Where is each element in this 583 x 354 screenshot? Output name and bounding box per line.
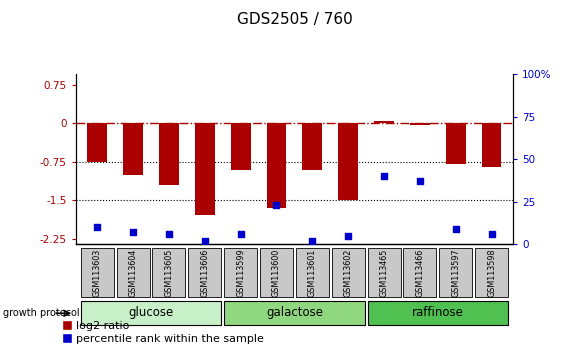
Bar bbox=[195, 123, 215, 215]
Text: GSM113602: GSM113602 bbox=[343, 249, 353, 297]
Text: GSM113604: GSM113604 bbox=[129, 249, 138, 297]
Bar bbox=[260, 248, 293, 297]
Text: GSM113601: GSM113601 bbox=[308, 249, 317, 297]
Bar bbox=[475, 248, 508, 297]
Text: glucose: glucose bbox=[128, 306, 174, 319]
Bar bbox=[332, 248, 364, 297]
Text: galactose: galactose bbox=[266, 306, 323, 319]
Point bbox=[93, 224, 102, 230]
Text: GSM113597: GSM113597 bbox=[451, 248, 460, 297]
Bar bbox=[266, 123, 286, 208]
Text: GSM113605: GSM113605 bbox=[164, 249, 174, 297]
Bar bbox=[153, 248, 185, 297]
Text: raffinose: raffinose bbox=[412, 306, 463, 319]
Text: GDS2505 / 760: GDS2505 / 760 bbox=[237, 12, 352, 27]
Point bbox=[128, 229, 138, 235]
Text: growth protocol: growth protocol bbox=[3, 308, 79, 318]
Bar bbox=[338, 123, 358, 200]
Bar bbox=[410, 123, 430, 125]
Point bbox=[200, 238, 209, 244]
Legend: log2 ratio, percentile rank within the sample: log2 ratio, percentile rank within the s… bbox=[58, 316, 268, 348]
Text: GSM113600: GSM113600 bbox=[272, 249, 281, 297]
Bar bbox=[117, 248, 150, 297]
Point bbox=[487, 231, 496, 237]
Bar bbox=[159, 123, 179, 185]
Point bbox=[415, 178, 424, 184]
Point bbox=[272, 202, 281, 208]
Text: GSM113598: GSM113598 bbox=[487, 248, 496, 297]
Text: GSM113599: GSM113599 bbox=[236, 248, 245, 297]
Text: GSM113465: GSM113465 bbox=[380, 249, 388, 297]
Text: GSM113466: GSM113466 bbox=[415, 249, 424, 297]
Bar bbox=[123, 123, 143, 175]
Point bbox=[164, 231, 174, 237]
Bar bbox=[224, 248, 257, 297]
Point bbox=[380, 173, 389, 179]
Bar bbox=[367, 301, 508, 325]
Text: GSM113606: GSM113606 bbox=[201, 249, 209, 297]
Bar bbox=[367, 248, 401, 297]
Bar bbox=[231, 123, 251, 170]
Text: GSM113603: GSM113603 bbox=[93, 249, 102, 297]
Bar bbox=[403, 248, 436, 297]
Bar bbox=[81, 301, 222, 325]
Bar bbox=[439, 248, 472, 297]
Point bbox=[343, 233, 353, 239]
Bar bbox=[303, 123, 322, 170]
Bar bbox=[224, 301, 364, 325]
Bar bbox=[482, 123, 501, 167]
Point bbox=[451, 226, 461, 232]
Bar bbox=[188, 248, 222, 297]
Point bbox=[308, 238, 317, 244]
Point bbox=[236, 231, 245, 237]
Bar bbox=[87, 123, 107, 162]
Bar bbox=[446, 123, 466, 165]
Bar bbox=[374, 121, 394, 123]
Bar bbox=[81, 248, 114, 297]
Bar bbox=[296, 248, 329, 297]
